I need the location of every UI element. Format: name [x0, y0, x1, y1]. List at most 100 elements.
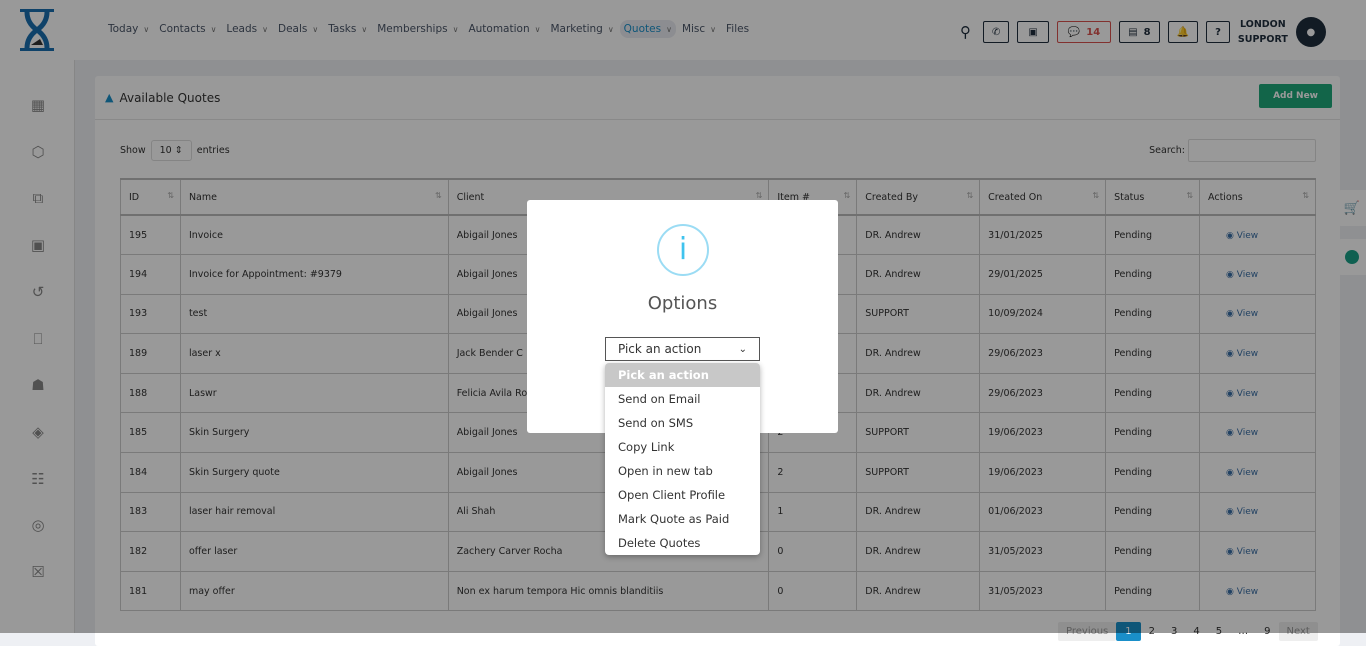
whatsapp-widget[interactable] — [1338, 239, 1366, 275]
page-title: Available Quotes — [119, 90, 221, 105]
cell-created-on: 19/06/2023 — [979, 412, 1107, 454]
user-circle-icon[interactable]: ◎ — [31, 516, 45, 535]
page-9[interactable]: 9 — [1264, 626, 1271, 637]
logo[interactable] — [18, 9, 56, 51]
view-link[interactable]: ◉ View — [1208, 309, 1258, 319]
page-5[interactable]: 5 — [1215, 626, 1223, 637]
action-option[interactable]: Open in new tab — [618, 464, 713, 478]
nav-item-marketing[interactable]: Marketing ∨ — [546, 20, 617, 38]
nav-item-deals[interactable]: Deals ∨ — [274, 20, 322, 38]
history-icon[interactable]: ↺ — [31, 282, 45, 301]
cart-icon[interactable]: ☗ — [31, 376, 45, 395]
inbox-button[interactable]: ▣ — [1017, 21, 1049, 43]
eye-icon: ◉ — [1226, 547, 1237, 558]
cell-actions: ◉ View — [1199, 412, 1316, 454]
cart-widget[interactable]: 🛒 — [1338, 190, 1366, 226]
action-option[interactable]: Send on SMS — [618, 416, 694, 430]
chat-icon: 💬 — [1067, 26, 1081, 38]
view-link[interactable]: ◉ View — [1208, 587, 1258, 597]
table-row[interactable]: 193 test Abigail Jones SUPPORT 10/09/2024 Pen… — [120, 293, 1316, 335]
column-header-created-on[interactable]: Created On ⇅ — [979, 178, 1107, 216]
nav-label: Contacts — [159, 23, 206, 35]
sort-icon: ⇅ — [167, 191, 174, 200]
column-header-id[interactable]: ID ⇅ — [120, 178, 181, 216]
view-label: View — [1236, 230, 1259, 241]
shield-bag-icon[interactable]: ▣ — [30, 236, 46, 255]
cell-actions: ◉ View — [1199, 491, 1316, 533]
action-option[interactable]: Mark Quote as Paid — [618, 512, 730, 526]
action-option[interactable]: Delete Quotes — [618, 536, 701, 550]
page-2[interactable]: 2 — [1148, 626, 1156, 637]
nav-item-leads[interactable]: Leads ∨ — [222, 20, 272, 38]
nav-item-quotes[interactable]: Quotes ∨ — [619, 20, 676, 38]
cell-status: Pending — [1105, 293, 1201, 335]
view-label: View — [1236, 349, 1259, 360]
column-header-created-by[interactable]: Created By ⇅ — [856, 178, 981, 216]
cell-created-on: 01/06/2023 — [979, 491, 1107, 533]
calendar-icon[interactable]: ▦ — [30, 96, 46, 114]
view-link[interactable]: ◉ View — [1208, 349, 1258, 359]
cell-created-on: 29/06/2023 — [979, 372, 1107, 414]
view-link[interactable]: ◉ View — [1208, 468, 1258, 478]
view-label: View — [1236, 309, 1259, 320]
action-option[interactable]: Open Client Profile — [618, 488, 726, 502]
user-line1: LONDON — [1240, 19, 1286, 30]
column-header-actions[interactable]: Actions ⇅ — [1199, 178, 1316, 216]
call-button[interactable]: ✆ — [983, 21, 1010, 43]
column-header-name[interactable]: Name ⇅ — [179, 178, 449, 216]
action-option[interactable]: Send on Email — [618, 392, 701, 406]
header-label: Name — [188, 191, 217, 203]
header-label: Created By — [865, 191, 919, 203]
action-select[interactable]: Pick an action ⌄ — [605, 337, 760, 361]
action-option[interactable]: Copy Link — [618, 440, 675, 454]
entries-label: entries — [196, 145, 230, 156]
chevron-down-icon: ∨ — [710, 25, 717, 34]
sort-icon: ⇅ — [755, 191, 763, 200]
view-link[interactable]: ◉ View — [1208, 507, 1258, 517]
table-row[interactable]: 181 may offer Non ex harum tempora Hic omn… — [120, 570, 1316, 612]
sort-icon: ⇅ — [843, 191, 851, 200]
gift-icon[interactable]: ⎕ — [33, 329, 43, 348]
chevron-down-icon: ∨ — [452, 25, 459, 34]
cube-icon[interactable]: ⬡ — [31, 142, 45, 161]
view-link[interactable]: ◉ View — [1208, 547, 1258, 557]
view-link[interactable]: ◉ View — [1208, 389, 1258, 399]
cell-name: may offer — [179, 570, 449, 612]
lock-icon[interactable]: ☒ — [31, 563, 45, 581]
view-link[interactable]: ◉ View — [1208, 270, 1258, 280]
chevron-down-icon: ∨ — [666, 25, 672, 34]
tag-icon[interactable]: ◈ — [32, 422, 44, 441]
avatar[interactable]: ● — [1295, 17, 1326, 47]
page-3[interactable]: 3 — [1171, 626, 1178, 637]
messages-button[interactable]: 💬 14 — [1056, 21, 1112, 43]
bell-icon: 🔔 — [1176, 26, 1190, 38]
view-link[interactable]: ◉ View — [1208, 231, 1258, 241]
nav-item-files[interactable]: Files — [722, 20, 753, 38]
add-new-button[interactable]: Add New — [1259, 84, 1332, 108]
action-option[interactable]: Pick an action — [605, 363, 760, 387]
cell-created-by: DR. Andrew — [856, 531, 981, 572]
nav-item-contacts[interactable]: Contacts ∨ — [155, 20, 220, 38]
cell-created-by: DR. Andrew — [856, 570, 981, 612]
nav-item-misc[interactable]: Misc ∨ — [678, 20, 720, 38]
nav-item-tasks[interactable]: Tasks ∨ — [324, 20, 371, 38]
view-link[interactable]: ◉ View — [1208, 428, 1258, 438]
nav-item-automation[interactable]: Automation ∨ — [464, 20, 544, 38]
search-input[interactable] — [1188, 139, 1316, 162]
column-header-status[interactable]: Status ⇅ — [1105, 178, 1201, 216]
cell-id: 189 — [120, 333, 181, 374]
nav-item-today[interactable]: Today ∨ — [104, 20, 153, 38]
page-4[interactable]: 4 — [1193, 626, 1200, 637]
help-button[interactable]: ? — [1206, 21, 1230, 43]
nav-item-memberships[interactable]: Memberships ∨ — [373, 20, 462, 38]
notifications-button[interactable]: 🔔 — [1167, 21, 1199, 43]
layers-icon[interactable]: ⧉ — [32, 189, 44, 208]
report-icon[interactable]: ☷ — [31, 469, 45, 488]
user-name[interactable]: LONDON SUPPORT — [1238, 17, 1288, 47]
cell-name: laser x — [179, 333, 449, 374]
entries-select[interactable]: 10 ⇕ — [150, 140, 192, 161]
store-count: 8 — [1143, 26, 1151, 38]
nav-label: Leads — [226, 23, 258, 35]
store-button[interactable]: ▤ 8 — [1119, 21, 1160, 43]
search-icon[interactable]: ⚲ — [960, 23, 971, 41]
